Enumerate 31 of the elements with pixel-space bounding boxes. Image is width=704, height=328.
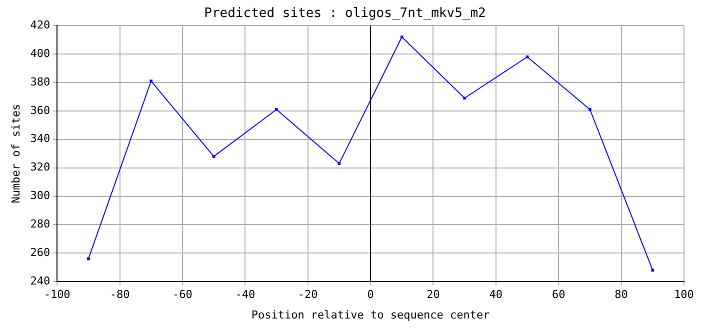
y-tick-label: 320 [30, 160, 50, 174]
x-tick-label: 0 [367, 288, 374, 302]
y-tick-label: 260 [30, 246, 50, 260]
point [400, 36, 404, 38]
x-tick-label: -80 [110, 288, 130, 302]
x-axis-title: Position relative to sequence center [251, 308, 490, 322]
point [87, 257, 90, 260]
point [526, 55, 529, 58]
point [212, 155, 216, 158]
y-tick-label: 400 [30, 46, 50, 60]
x-tick-label: 60 [552, 288, 566, 302]
x-tick-label: 80 [614, 288, 628, 302]
point [150, 80, 153, 82]
y-tick-label: 280 [30, 218, 50, 231]
y-tick-label: 360 [30, 104, 50, 117]
y-tick-label: 380 [30, 75, 50, 88]
x-tick-label: -60 [172, 288, 192, 302]
x-tick-label: -40 [235, 288, 256, 302]
y-tick-label: 340 [30, 132, 50, 146]
point [338, 162, 341, 165]
x-tick-label: 20 [426, 288, 440, 302]
x-tick-label: 40 [489, 288, 503, 302]
x-tick-label: -20 [298, 288, 318, 302]
y-axis-title: Number of sites [9, 104, 22, 204]
y-tick-label: 300 [30, 189, 50, 202]
y-tick-label: 240 [30, 274, 50, 288]
x-tick-label: 100 [674, 288, 694, 302]
y-tick-label: 420 [30, 18, 50, 32]
chart-title: Predicted sites : oligos_7nt_mkv5_m2 [204, 6, 486, 22]
point [651, 268, 654, 272]
x-tick-label: -100 [44, 288, 70, 302]
